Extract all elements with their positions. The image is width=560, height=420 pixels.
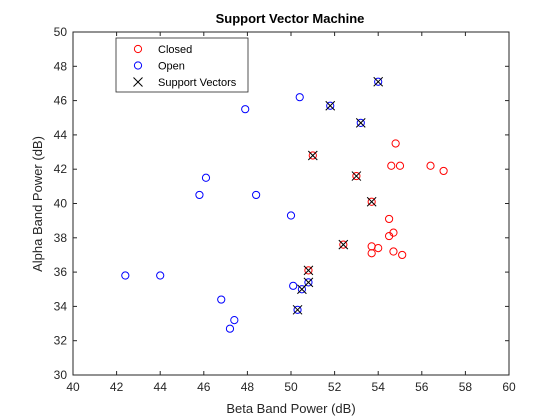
open-point (217, 295, 226, 304)
legend-item-open: Open (133, 61, 185, 73)
open-point (230, 316, 239, 325)
open-point (286, 211, 296, 220)
x-axis-label: Beta Band Power (dB) (226, 401, 355, 416)
support-vectors-point (292, 304, 303, 315)
open-point (225, 324, 235, 333)
support-vectors-point (325, 100, 336, 111)
y-tick-label: 44 (54, 128, 68, 142)
y-tick-label: 46 (54, 94, 68, 108)
y-tick-label: 32 (54, 334, 68, 348)
x-tick-label: 52 (328, 380, 342, 394)
support-vectors-point (351, 171, 362, 181)
open-point (195, 190, 204, 200)
x-tick-label: 60 (502, 380, 516, 394)
closed-point (308, 151, 317, 160)
open-point (121, 271, 130, 280)
legend-label: Closed (158, 44, 192, 56)
y-tick-label: 48 (54, 59, 68, 73)
legend-box (115, 37, 249, 93)
y-tick-label: 38 (54, 231, 68, 245)
support-vectors-point (366, 196, 377, 207)
closed-point (367, 249, 376, 258)
support-vectors-point (355, 118, 366, 128)
open-point (356, 118, 365, 127)
legend-item-closed: Closed (133, 44, 192, 56)
x-tick-label: 42 (110, 380, 124, 394)
x-tick-label: 58 (459, 380, 473, 394)
closed-point (439, 166, 448, 176)
y-tick-label: 50 (54, 25, 68, 39)
legend-item-support-vectors: Support Vectors (133, 77, 237, 89)
closed-point (398, 250, 407, 260)
support-vectors-point (303, 277, 314, 288)
x-tick-label: 54 (372, 380, 386, 394)
legend-marker-closed (133, 44, 143, 54)
support-vectors-point (307, 150, 318, 161)
open-point (201, 173, 211, 182)
open-point (289, 281, 298, 290)
y-tick-label: 40 (54, 197, 68, 211)
closed-point (389, 228, 398, 237)
x-tick-label: 44 (154, 380, 168, 394)
closed-point (395, 161, 405, 170)
open-point (297, 285, 306, 294)
closed-point (352, 171, 361, 181)
open-point (374, 77, 383, 86)
y-tick-label: 42 (54, 162, 68, 176)
series-support-vectors (292, 76, 384, 315)
closed-point (374, 243, 383, 253)
closed-point (391, 139, 400, 148)
support-vectors-point (303, 265, 314, 276)
support-vectors-point (373, 76, 384, 87)
plot-frame (72, 31, 510, 376)
closed-point (385, 214, 394, 224)
legend-label: Support Vectors (158, 77, 237, 89)
axis-ticks: 40 42 44 46 48 50 52 54 56 58 60 30 32 34 36 38 40 42 44 46… (54, 25, 516, 394)
x-tick-label: 48 (241, 380, 255, 394)
series-closed (304, 139, 448, 275)
closed-point (389, 247, 398, 256)
closed-point (426, 161, 435, 170)
x-tick-label: 40 (66, 380, 80, 394)
open-point (241, 105, 250, 114)
closed-point (339, 240, 348, 249)
open-point (252, 190, 261, 200)
legend-marker-support-vectors (133, 77, 143, 87)
y-axis-label: Alpha Band Power (dB) (30, 136, 45, 272)
data-marks (121, 76, 448, 333)
open-point (326, 101, 335, 110)
open-point (304, 278, 313, 287)
x-tick-label: 56 (415, 380, 429, 394)
open-point (156, 271, 165, 280)
closed-point (387, 161, 396, 170)
y-tick-label: 34 (54, 299, 68, 313)
legend-label: Open (158, 61, 185, 73)
closed-point (304, 266, 313, 275)
support-vectors-point (338, 239, 349, 250)
legend-marker-open (133, 61, 143, 70)
closed-point (367, 197, 376, 206)
open-point (293, 305, 302, 314)
y-tick-label: 36 (54, 265, 68, 279)
open-point (295, 93, 304, 102)
legend: Closed Open Support Vectors (115, 37, 249, 93)
series-open (121, 77, 383, 333)
x-tick-label: 46 (197, 380, 211, 394)
y-tick-label: 30 (54, 368, 68, 382)
x-tick-label: 50 (284, 380, 298, 394)
chart-title: Support Vector Machine (216, 11, 365, 26)
